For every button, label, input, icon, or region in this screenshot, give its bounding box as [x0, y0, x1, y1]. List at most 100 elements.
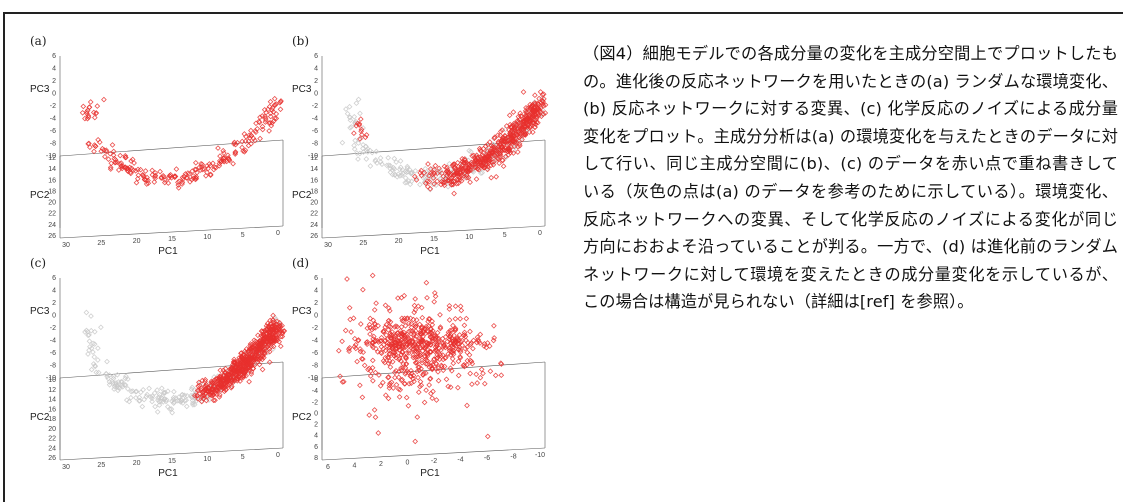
- data-point: [439, 170, 445, 177]
- data-point: [462, 333, 469, 340]
- data-point: [387, 165, 394, 172]
- data-point: [266, 128, 272, 134]
- data-point: [415, 389, 422, 396]
- data-point: [183, 175, 190, 181]
- data-point: [277, 343, 284, 350]
- data-point: [152, 403, 158, 410]
- data-point: [470, 345, 476, 352]
- data-point: [450, 322, 456, 329]
- data-point: [441, 163, 448, 170]
- data-point: [434, 354, 441, 361]
- data-point: [119, 378, 125, 385]
- data-point: [380, 379, 386, 386]
- data-point: [170, 400, 177, 407]
- data-point: [90, 349, 96, 355]
- data-point: [454, 335, 461, 342]
- data-point: [491, 152, 498, 159]
- pc3-axis-title: PC3: [30, 84, 50, 95]
- pc1-tick-label: 20: [133, 460, 141, 467]
- data-point: [387, 364, 394, 370]
- data-point: [397, 158, 404, 164]
- data-point: [141, 176, 148, 183]
- data-point: [425, 329, 431, 335]
- pc2-tick-label: 22: [48, 436, 56, 443]
- data-point: [369, 272, 376, 279]
- data-point: [277, 323, 284, 330]
- data-point: [144, 391, 150, 398]
- data-point: [414, 414, 421, 420]
- data-point: [405, 402, 412, 409]
- data-point: [267, 98, 274, 105]
- data-point: [230, 373, 237, 380]
- pc1-tick-label: 0: [406, 460, 410, 467]
- data-point: [435, 377, 442, 384]
- data-point: [444, 172, 450, 179]
- data-point: [378, 337, 385, 344]
- data-point: [377, 155, 384, 161]
- data-point: [418, 304, 425, 311]
- data-point: [433, 365, 439, 372]
- data-point: [407, 334, 414, 341]
- data-point: [481, 380, 488, 387]
- data-point: [462, 165, 469, 172]
- data-point: [253, 129, 259, 136]
- panel-d: (d) 6 4 2 0 -2 -4 -6 -8 -10 -6 -4 -2 0 2 4 6 8 6 4 2 0 -2 -4 -6…: [290, 250, 552, 479]
- pc3-tick-label: -6: [50, 128, 56, 135]
- data-point: [517, 110, 524, 117]
- data-point: [387, 324, 394, 330]
- data-point: [436, 165, 442, 172]
- data-point: [170, 394, 177, 401]
- data-point: [452, 336, 459, 343]
- data-point: [412, 324, 419, 330]
- data-point: [498, 372, 505, 379]
- data-point: [217, 367, 224, 374]
- data-point: [238, 350, 245, 356]
- data-point: [354, 358, 360, 365]
- data-point: [192, 159, 199, 166]
- data-point: [457, 315, 464, 322]
- data-point: [234, 139, 241, 146]
- data-point: [266, 359, 273, 366]
- data-point: [90, 361, 97, 367]
- data-point: [440, 356, 447, 363]
- data-point: [504, 148, 511, 155]
- data-point: [220, 147, 227, 154]
- data-point: [467, 148, 474, 155]
- data-point: [201, 166, 208, 172]
- pc3-axis-title: PC3: [30, 306, 50, 317]
- data-point: [88, 313, 94, 319]
- data-point: [266, 342, 272, 348]
- data-point: [413, 177, 420, 183]
- data-point: [392, 374, 398, 381]
- data-point: [472, 161, 479, 167]
- data-point: [425, 161, 431, 167]
- pc3-tick-label: -10: [46, 375, 56, 382]
- data-point: [242, 138, 249, 145]
- data-point: [344, 276, 350, 282]
- data-point: [371, 307, 378, 313]
- data-point: [271, 329, 278, 335]
- data-point: [214, 375, 220, 382]
- pc1-axis-line: [321, 447, 546, 461]
- data-point: [421, 329, 427, 335]
- pc3-tick-label: -4: [312, 338, 318, 345]
- data-point: [459, 171, 466, 178]
- data-point: [195, 383, 202, 389]
- data-point: [478, 148, 484, 155]
- data-point: [266, 103, 273, 110]
- data-point: [347, 117, 354, 124]
- pc2-tick-label: 14: [310, 166, 318, 173]
- data-point: [359, 356, 366, 362]
- data-point: [91, 341, 98, 347]
- data-point: [402, 175, 409, 181]
- data-point: [479, 169, 486, 176]
- pc2-tick-label: 12: [48, 155, 56, 162]
- data-point: [243, 346, 250, 352]
- data-point: [96, 139, 103, 146]
- data-point: [136, 397, 143, 404]
- data-point: [414, 347, 421, 353]
- data-point: [441, 342, 448, 349]
- pc1-tick-label: 0: [276, 230, 280, 237]
- data-point: [443, 376, 450, 383]
- data-point: [429, 395, 436, 402]
